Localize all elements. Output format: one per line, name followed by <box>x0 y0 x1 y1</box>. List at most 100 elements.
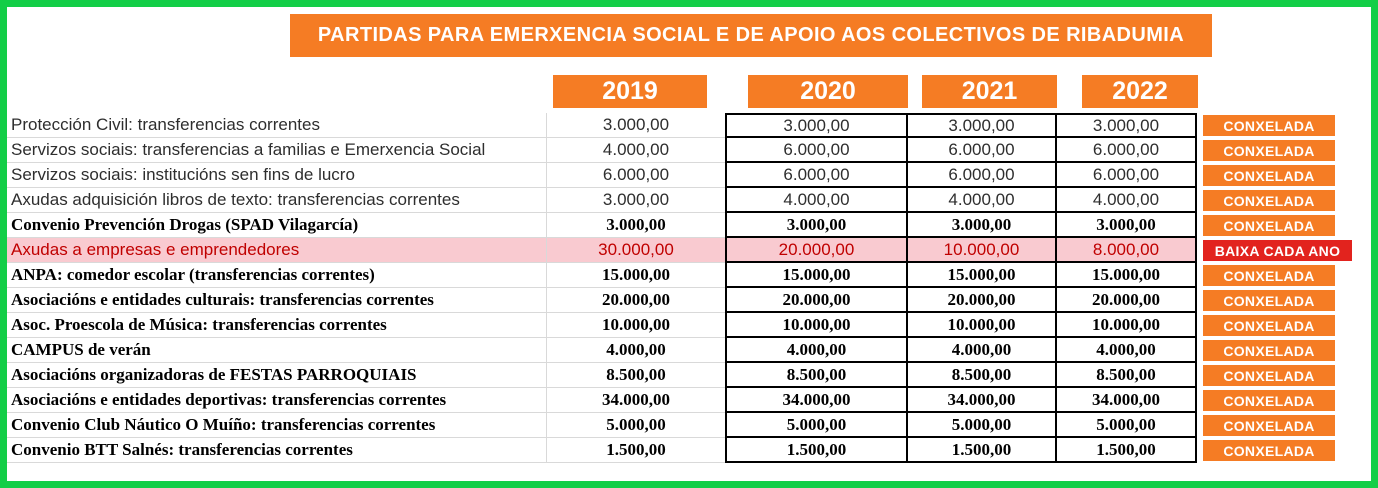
value-cell-2022: 3.000,00 <box>1057 113 1197 138</box>
value-cell-2020: 3.000,00 <box>725 213 908 238</box>
table-row: Asoc. Proescola de Música: transferencia… <box>7 313 1371 338</box>
status-badge: CONXELADA <box>1203 365 1335 386</box>
value-cell-2020: 4.000,00 <box>725 188 908 213</box>
value-cell-2022: 6.000,00 <box>1057 138 1197 163</box>
table-row: Axudas adquisición libros de texto: tran… <box>7 188 1371 213</box>
status-cell: CONXELADA <box>1197 313 1371 338</box>
value-cell-2020: 20.000,00 <box>725 288 908 313</box>
status-cell: CONXELADA <box>1197 138 1371 163</box>
value-cell-2020: 6.000,00 <box>725 138 908 163</box>
table-row: Axudas a empresas e emprendedores 30.000… <box>7 238 1371 263</box>
value-cell-2021: 10.000,00 <box>908 238 1057 263</box>
value-cell-2022: 1.500,00 <box>1057 438 1197 463</box>
value-cell-2022: 34.000,00 <box>1057 388 1197 413</box>
table-row: Asociacións e entidades culturais: trans… <box>7 288 1371 313</box>
value-cell-2019: 3.000,00 <box>547 188 725 213</box>
row-label: Convenio Club Náutico O Muíño: transfere… <box>7 413 547 438</box>
value-cell-2022: 4.000,00 <box>1057 188 1197 213</box>
value-cell-2020: 5.000,00 <box>725 413 908 438</box>
row-label: Asociacións e entidades deportivas: tran… <box>7 388 547 413</box>
value-cell-2019: 8.500,00 <box>547 363 725 388</box>
status-badge: CONXELADA <box>1203 315 1335 336</box>
table-row: Servizos sociais: institucións sen fins … <box>7 163 1371 188</box>
status-badge: BAIXA CADA ANO <box>1203 240 1352 261</box>
value-cell-2019: 5.000,00 <box>547 413 725 438</box>
value-cell-2022: 4.000,00 <box>1057 338 1197 363</box>
value-cell-2022: 3.000,00 <box>1057 213 1197 238</box>
value-cell-2020: 8.500,00 <box>725 363 908 388</box>
value-cell-2020: 1.500,00 <box>725 438 908 463</box>
status-cell: CONXELADA <box>1197 388 1371 413</box>
status-cell: CONXELADA <box>1197 113 1371 138</box>
value-cell-2019: 10.000,00 <box>547 313 725 338</box>
value-cell-2020: 3.000,00 <box>725 113 908 138</box>
value-cell-2021: 20.000,00 <box>908 288 1057 313</box>
row-label: Servizos sociais: transferencias a famil… <box>7 138 547 163</box>
budget-table: Protección Civil: transferencias corrent… <box>7 113 1371 463</box>
value-cell-2019: 20.000,00 <box>547 288 725 313</box>
value-cell-2019: 4.000,00 <box>547 338 725 363</box>
value-cell-2020: 15.000,00 <box>725 263 908 288</box>
status-badge: CONXELADA <box>1203 415 1335 436</box>
table-row: Asociacións e entidades deportivas: tran… <box>7 388 1371 413</box>
value-cell-2020: 20.000,00 <box>725 238 908 263</box>
status-cell: CONXELADA <box>1197 288 1371 313</box>
table-row: Servizos sociais: transferencias a famil… <box>7 138 1371 163</box>
year-header-2021: 2021 <box>922 75 1057 108</box>
value-cell-2020: 6.000,00 <box>725 163 908 188</box>
value-cell-2022: 8.000,00 <box>1057 238 1197 263</box>
value-cell-2019: 6.000,00 <box>547 163 725 188</box>
row-label: CAMPUS de verán <box>7 338 547 363</box>
status-badge: CONXELADA <box>1203 440 1335 461</box>
value-cell-2019: 34.000,00 <box>547 388 725 413</box>
value-cell-2021: 6.000,00 <box>908 138 1057 163</box>
row-label: Convenio BTT Salnés: transferencias corr… <box>7 438 547 463</box>
status-cell: BAIXA CADA ANO <box>1197 238 1371 263</box>
year-label: 2022 <box>1112 77 1168 105</box>
value-cell-2020: 10.000,00 <box>725 313 908 338</box>
table-row: Convenio Club Náutico O Muíño: transfere… <box>7 413 1371 438</box>
status-cell: CONXELADA <box>1197 338 1371 363</box>
table-row: Asociacións organizadoras de FESTAS PARR… <box>7 363 1371 388</box>
row-label: ANPA: comedor escolar (transferencias co… <box>7 263 547 288</box>
value-cell-2022: 5.000,00 <box>1057 413 1197 438</box>
row-label: Axudas adquisición libros de texto: tran… <box>7 188 547 213</box>
status-cell: CONXELADA <box>1197 163 1371 188</box>
value-cell-2021: 3.000,00 <box>908 213 1057 238</box>
row-label: Asoc. Proescola de Música: transferencia… <box>7 313 547 338</box>
row-label: Protección Civil: transferencias corrent… <box>7 113 547 138</box>
value-cell-2019: 3.000,00 <box>547 213 725 238</box>
row-label: Asociacións organizadoras de FESTAS PARR… <box>7 363 547 388</box>
value-cell-2022: 10.000,00 <box>1057 313 1197 338</box>
row-label: Servizos sociais: institucións sen fins … <box>7 163 547 188</box>
value-cell-2019: 15.000,00 <box>547 263 725 288</box>
row-label: Convenio Prevención Drogas (SPAD Vilagar… <box>7 213 547 238</box>
status-badge: CONXELADA <box>1203 115 1335 136</box>
value-cell-2021: 1.500,00 <box>908 438 1057 463</box>
status-badge: CONXELADA <box>1203 390 1335 411</box>
value-cell-2019: 1.500,00 <box>547 438 725 463</box>
status-cell: CONXELADA <box>1197 438 1371 463</box>
row-label: Axudas a empresas e emprendedores <box>7 238 547 263</box>
table-row: Protección Civil: transferencias corrent… <box>7 113 1371 138</box>
page-title: PARTIDAS PARA EMERXENCIA SOCIAL E DE APO… <box>317 24 1185 46</box>
value-cell-2019: 30.000,00 <box>547 238 725 263</box>
value-cell-2021: 4.000,00 <box>908 188 1057 213</box>
value-cell-2022: 6.000,00 <box>1057 163 1197 188</box>
year-label: 2021 <box>961 77 1018 105</box>
status-badge: CONXELADA <box>1203 290 1335 311</box>
status-badge: CONXELADA <box>1203 215 1335 236</box>
status-cell: CONXELADA <box>1197 413 1371 438</box>
year-header-2019: 2019 <box>553 75 707 108</box>
status-cell: CONXELADA <box>1197 213 1371 238</box>
status-badge: CONXELADA <box>1203 165 1335 186</box>
value-cell-2021: 5.000,00 <box>908 413 1057 438</box>
title-banner: PARTIDAS PARA EMERXENCIA SOCIAL E DE APO… <box>290 14 1212 57</box>
value-cell-2021: 10.000,00 <box>908 313 1057 338</box>
status-cell: CONXELADA <box>1197 188 1371 213</box>
value-cell-2022: 20.000,00 <box>1057 288 1197 313</box>
value-cell-2021: 8.500,00 <box>908 363 1057 388</box>
value-cell-2022: 15.000,00 <box>1057 263 1197 288</box>
status-badge: CONXELADA <box>1203 140 1335 161</box>
